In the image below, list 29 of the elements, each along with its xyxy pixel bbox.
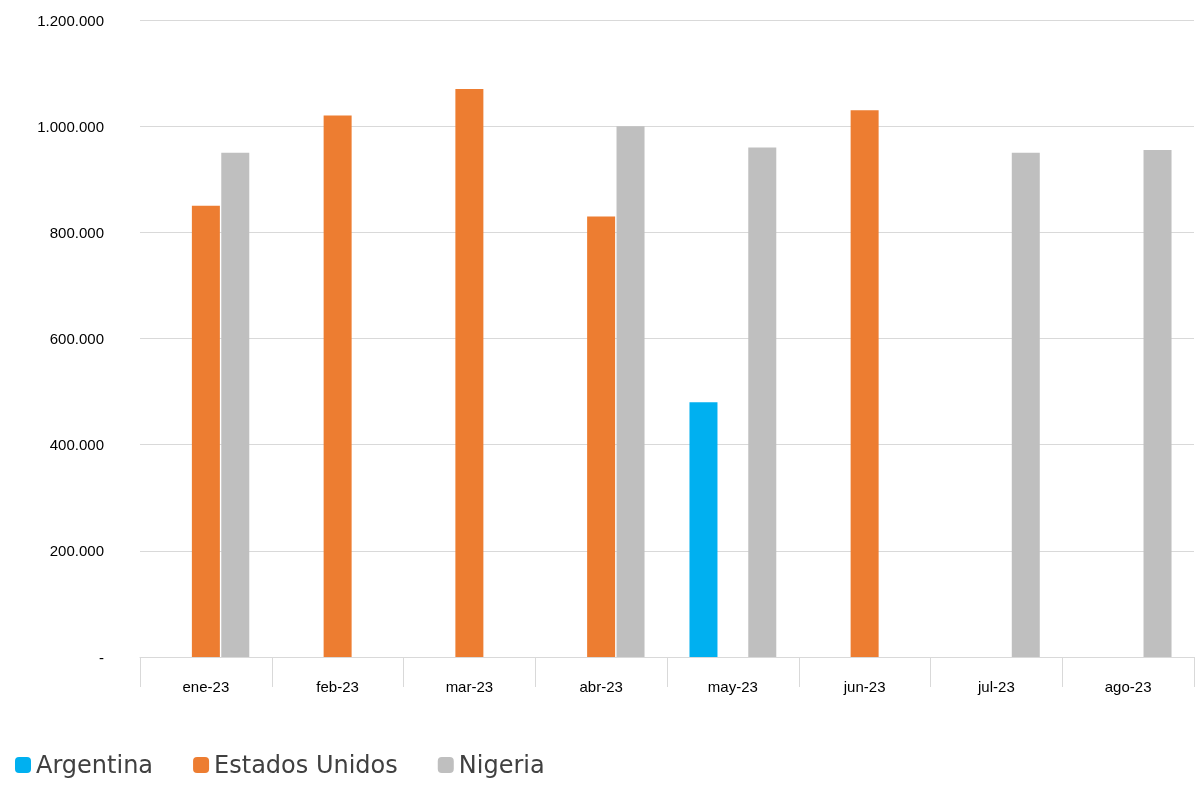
bar bbox=[748, 147, 777, 657]
legend-label: Argentina bbox=[36, 751, 154, 779]
bar bbox=[616, 126, 645, 657]
y-tick-label: 600.000 bbox=[49, 330, 104, 347]
y-tick-label: 800.000 bbox=[49, 223, 104, 241]
bar bbox=[323, 115, 352, 657]
legend-label: Nigeria bbox=[458, 751, 545, 779]
x-tick-label: jul-23 bbox=[977, 678, 1015, 695]
x-tick-label: may-23 bbox=[707, 678, 758, 695]
bar bbox=[850, 110, 879, 657]
y-tick-label: - bbox=[99, 648, 104, 666]
bar bbox=[1143, 150, 1172, 657]
bar bbox=[587, 216, 616, 657]
x-tick-label: ago-23 bbox=[1104, 678, 1152, 695]
y-tick-label: 200.000 bbox=[49, 542, 104, 560]
x-tick-label: feb-23 bbox=[316, 678, 359, 695]
x-tick-label: jun-23 bbox=[842, 678, 886, 695]
bar bbox=[455, 89, 484, 657]
legend-label: Estados Unidos bbox=[214, 751, 398, 779]
x-tick-label: mar-23 bbox=[445, 678, 494, 695]
x-tick-label: ene-23 bbox=[182, 678, 230, 695]
x-tick-label: abr-23 bbox=[579, 678, 623, 695]
bar bbox=[1011, 152, 1040, 657]
y-tick-label: 1.000.000 bbox=[37, 117, 104, 135]
y-tick-label: 1.200.000 bbox=[37, 11, 104, 29]
bar bbox=[221, 152, 250, 657]
bar bbox=[689, 402, 718, 657]
bar bbox=[191, 205, 220, 657]
y-tick-label: 400.000 bbox=[49, 436, 104, 454]
